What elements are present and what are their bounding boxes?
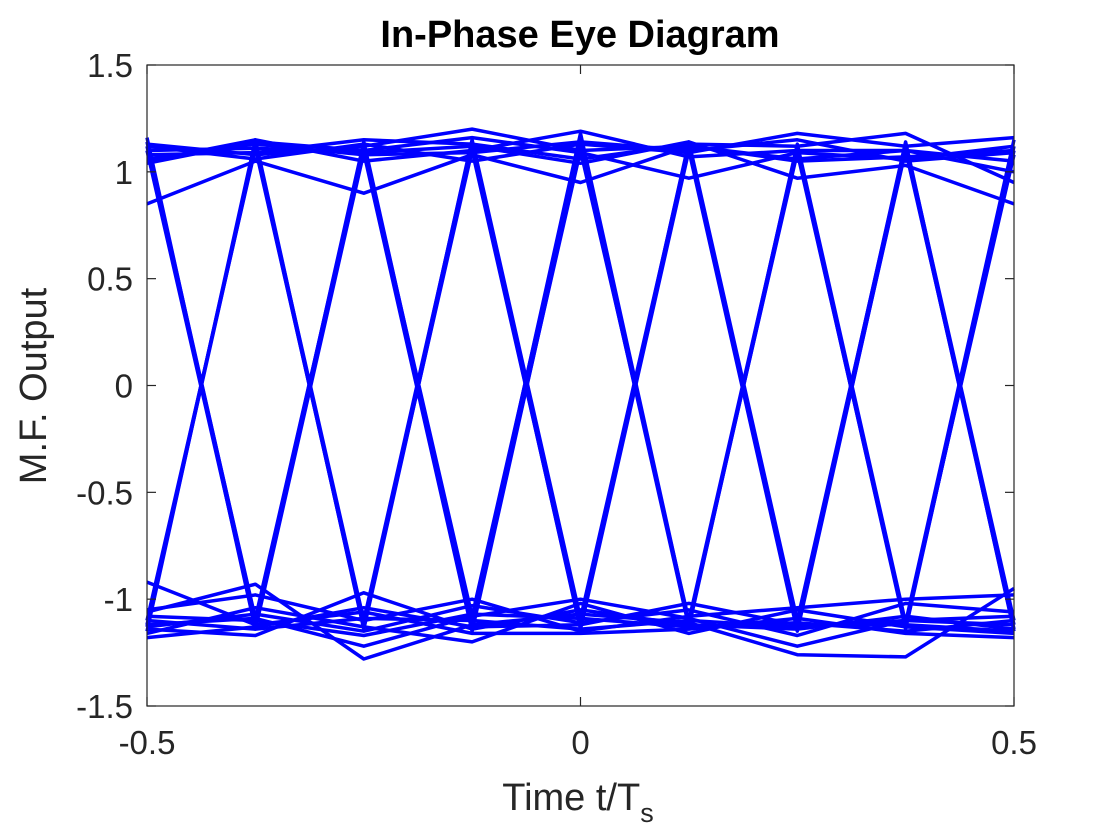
- y-tick-label: 0: [115, 368, 133, 405]
- x-tick-label: 0.5: [991, 724, 1037, 761]
- x-tick-label: -0.5: [119, 724, 176, 761]
- eye-trace-17: [146, 593, 1015, 633]
- eye-trace-14: [146, 131, 1015, 163]
- eye-trace-21: [146, 616, 1015, 631]
- axis-ticks: -0.5 0 0.5 -1.5 -1 -0.5 0 0.5 1 1.5: [76, 47, 1037, 761]
- x-axis-label: Time t/Ts: [502, 777, 653, 828]
- y-axis-label: M.F. Output: [13, 287, 55, 484]
- eye-trace-12: [146, 129, 1015, 163]
- eye-trace-7: [145, 131, 1016, 629]
- y-tick-label: -1.5: [76, 688, 133, 725]
- x-tick-label: 0: [571, 724, 589, 761]
- chart-title: In-Phase Eye Diagram: [380, 14, 779, 56]
- eye-trace-25: [146, 597, 1015, 648]
- y-tick-label: 0.5: [87, 261, 133, 298]
- y-tick-label: -0.5: [76, 474, 133, 511]
- eye-traces: [145, 127, 1016, 661]
- y-tick-label: -1: [104, 581, 133, 618]
- eye-trace-22: [146, 582, 1015, 661]
- y-tick-label: 1: [115, 154, 133, 191]
- eye-trace-13: [146, 140, 1015, 206]
- eye-trace-26: [146, 601, 1015, 640]
- eye-trace-15: [146, 135, 1015, 180]
- y-tick-label: 1.5: [87, 47, 133, 84]
- eye-trace-16: [146, 144, 1015, 206]
